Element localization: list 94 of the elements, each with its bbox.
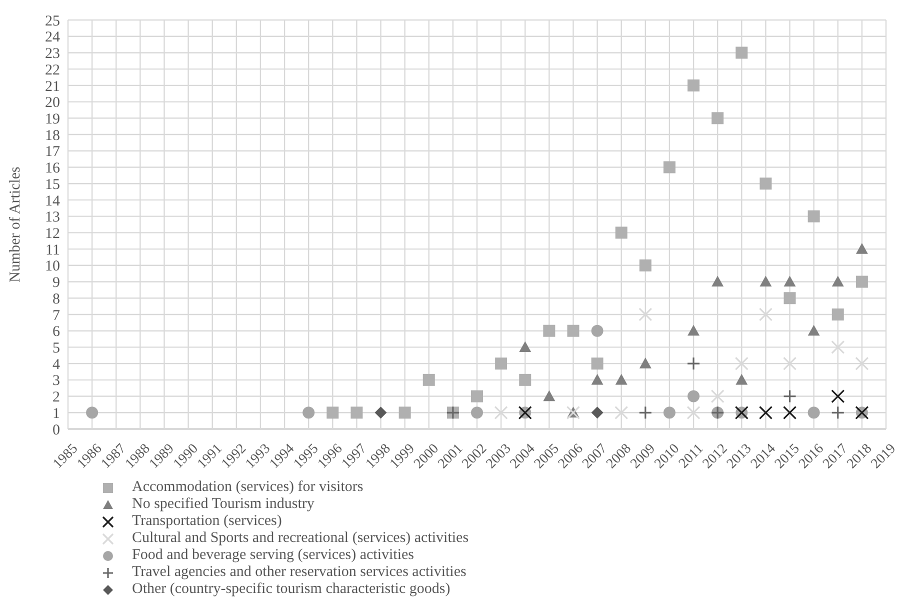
y-tick-label: 4 [52, 356, 60, 373]
point [567, 324, 580, 337]
point [494, 406, 508, 420]
point [686, 406, 700, 420]
point [663, 406, 676, 419]
point [784, 292, 796, 304]
y-tick-label: 1 [52, 406, 60, 422]
legend-label: Transportation (services) [132, 513, 282, 530]
y-tick-label: 0 [52, 422, 60, 438]
y-tick-label: 11 [46, 242, 60, 258]
point [591, 374, 604, 385]
point [519, 341, 532, 352]
point [615, 226, 628, 239]
point [302, 406, 315, 419]
point [638, 308, 652, 322]
legend-label: Food and beverage serving (services) activities [132, 547, 414, 564]
point [855, 356, 869, 370]
point [782, 356, 797, 370]
point [782, 389, 797, 404]
point [86, 406, 98, 419]
legend-label: No specified Tourism industry [132, 496, 314, 513]
point [663, 161, 676, 174]
point [831, 340, 845, 354]
y-tick-label: 23 [45, 46, 60, 62]
point [688, 324, 700, 336]
y-tick-label: 3 [52, 373, 60, 390]
y-tick-label: 22 [45, 62, 60, 78]
point [591, 358, 604, 370]
legend-label: Travel agencies and other reservation services activities [132, 564, 466, 581]
y-tick-label: 9 [52, 275, 60, 292]
point [760, 178, 772, 190]
point [615, 374, 628, 385]
y-tick-label: 15 [45, 176, 60, 193]
legend-label: Other (country-specific tourism characteristic goods) [132, 581, 450, 598]
point [831, 389, 845, 404]
point [543, 390, 556, 402]
y-tick-label: 13 [45, 210, 60, 226]
point [832, 276, 844, 287]
point [736, 46, 748, 59]
y-tick-label: 24 [45, 30, 60, 46]
point [758, 406, 773, 420]
point [543, 324, 556, 337]
point [832, 308, 844, 320]
point [350, 406, 363, 419]
y-tick-label: 19 [45, 111, 60, 128]
point [808, 324, 820, 336]
y-tick-label: 16 [45, 160, 60, 177]
point [831, 406, 845, 420]
y-tick-label: 17 [45, 144, 60, 160]
y-tick-label: 6 [52, 324, 60, 340]
point [758, 308, 773, 322]
point [808, 210, 820, 222]
point [422, 374, 435, 386]
legend-label: Accommodation (services) for visitors [132, 479, 364, 496]
y-tick-label: 20 [45, 95, 60, 112]
point [495, 358, 508, 370]
point [688, 390, 700, 402]
point [734, 356, 748, 370]
y-tick-label: 8 [52, 291, 60, 308]
point [591, 324, 604, 337]
point [712, 112, 724, 124]
legend-label: Cultural and Sports and recreational (services) activities [132, 530, 469, 547]
point [856, 276, 868, 288]
point [736, 374, 748, 385]
point [591, 406, 604, 419]
y-tick-label: 21 [45, 78, 60, 95]
point [398, 406, 411, 419]
point [471, 406, 483, 419]
point [639, 259, 652, 272]
y-tick-label: 18 [45, 128, 60, 144]
y-tick-label: 25 [45, 13, 60, 30]
point [686, 356, 700, 370]
point [326, 406, 339, 419]
point [712, 276, 724, 287]
point [614, 406, 628, 420]
point [638, 406, 652, 420]
y-tick-label: 12 [45, 226, 60, 242]
y-tick-label: 2 [52, 390, 60, 406]
y-tick-label: 7 [52, 308, 60, 324]
y-tick-label: 14 [45, 193, 60, 210]
point [471, 390, 483, 402]
point [808, 406, 820, 419]
point [710, 389, 724, 404]
y-axis-title: Number of Articles [7, 166, 24, 282]
y-tick-label: 10 [45, 258, 60, 275]
y-tick-label: 5 [52, 340, 60, 357]
point [639, 358, 652, 368]
point [760, 276, 772, 287]
point [856, 243, 868, 254]
point [784, 276, 796, 287]
point [519, 374, 532, 386]
point [782, 406, 797, 420]
point [374, 406, 387, 419]
point [688, 79, 700, 92]
